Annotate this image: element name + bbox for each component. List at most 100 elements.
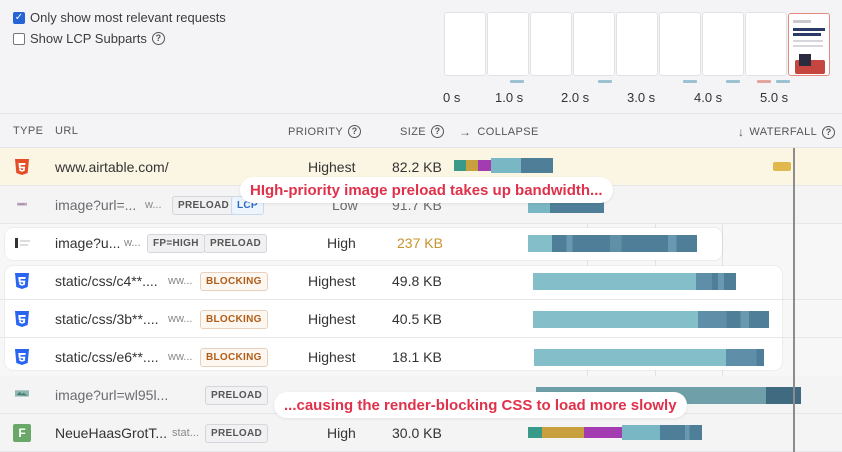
relevant-requests-label: Only show most relevant requests: [30, 10, 226, 25]
timeline-tick: [683, 80, 697, 83]
help-icon[interactable]: ?: [431, 125, 445, 138]
filmstrip-frame[interactable]: [487, 12, 529, 76]
table-header: TYPE URL PRIORITY ? SIZE ? → COLLAPSE ↓ …: [0, 113, 842, 148]
page-screenshot-frame[interactable]: [788, 13, 830, 76]
help-icon[interactable]: ?: [151, 32, 165, 45]
request-host-hint: ww...: [168, 275, 193, 287]
waterfall-bar-dns: [454, 160, 466, 171]
font-icon: F: [13, 424, 31, 442]
waterfall-bar-wait: [534, 349, 726, 366]
request-size: 40.5 KB: [392, 311, 442, 327]
request-url[interactable]: image?u...: [55, 235, 121, 251]
collapse-button[interactable]: → COLLAPSE: [459, 125, 539, 139]
timeline-tick: [598, 80, 612, 83]
filmstrip-frame[interactable]: [659, 12, 701, 76]
relevant-requests-checkbox[interactable]: ✓: [13, 11, 25, 24]
table-row[interactable]: static/css/c4**.... ww... BLOCKING Highe…: [0, 262, 842, 300]
relevant-requests-option[interactable]: ✓ Only show most relevant requests: [13, 10, 226, 25]
request-url[interactable]: static/css/e6**....: [55, 349, 159, 365]
priority-header-label: PRIORITY: [288, 125, 344, 138]
filmstrip-frame[interactable]: [616, 12, 658, 76]
waterfall-bar-ssl: [584, 427, 622, 438]
filter-panel: ✓ Only show most relevant requests Show …: [0, 0, 842, 113]
url-column-header[interactable]: URL: [55, 125, 79, 137]
type-column-header[interactable]: TYPE: [13, 125, 44, 137]
request-url[interactable]: www.airtable.com/: [55, 159, 169, 175]
waterfall-bar-download: [726, 349, 764, 366]
table-row[interactable]: F NeueHaasGrotT... stat... PRELOAD High …: [0, 414, 842, 452]
table-row[interactable]: static/css/e6**.... ww... BLOCKING Highe…: [0, 338, 842, 376]
request-priority: Highest: [308, 273, 356, 289]
filmstrip-frame[interactable]: [745, 12, 787, 76]
image-icon: [17, 202, 27, 206]
help-icon[interactable]: ?: [348, 125, 362, 138]
filmstrip-frame[interactable]: [530, 12, 572, 76]
waterfall-bar-download: [521, 158, 553, 173]
timeline-label: 1.0 s: [495, 90, 524, 105]
waterfall-column-header[interactable]: ↓ WATERFALL ?: [738, 125, 836, 139]
waterfall-bar-download: [696, 273, 736, 290]
lcp-marker: [773, 162, 791, 171]
table-row[interactable]: image?u... w... FP=HIGH PRELOAD High 237…: [0, 224, 842, 262]
arrow-right-icon: →: [459, 125, 472, 139]
request-url[interactable]: NeueHaasGrotT...: [55, 425, 168, 441]
waterfall-bar-download: [552, 235, 697, 252]
table-row[interactable]: www.airtable.com/ Highest 82.2 KB: [0, 148, 842, 186]
timeline-label: 5.0 s: [760, 90, 789, 105]
request-host-hint: w...: [145, 199, 162, 211]
waterfall-bar-wait: [491, 158, 521, 173]
request-host-hint: ww...: [168, 351, 193, 363]
collapse-label: COLLAPSE: [477, 126, 539, 138]
waterfall-bar-wait: [533, 273, 696, 290]
request-size: 18.1 KB: [392, 349, 442, 365]
timeline-label: 3.0 s: [627, 90, 656, 105]
arrow-down-icon: ↓: [738, 125, 745, 139]
request-priority: Highest: [308, 311, 356, 327]
preload-badge: PRELOAD: [172, 196, 235, 215]
timeline-tick: [776, 80, 790, 83]
waterfall-bar-download: [766, 387, 801, 404]
fp-high-badge: FP=HIGH: [147, 234, 205, 253]
request-url[interactable]: static/css/3b**....: [55, 311, 159, 327]
timeline-label: 4.0 s: [694, 90, 723, 105]
preload-badge: PRELOAD: [204, 234, 267, 253]
waterfall-bar-wait: [528, 235, 552, 252]
css-icon: [15, 311, 29, 327]
waterfall-bar-ssl: [478, 160, 491, 171]
html-icon: [15, 159, 29, 175]
help-icon[interactable]: ?: [822, 125, 836, 139]
waterfall-bar-dns: [528, 427, 542, 438]
lcp-subparts-checkbox[interactable]: [13, 32, 25, 45]
request-priority: High: [327, 425, 356, 441]
request-host-hint: ww...: [168, 313, 193, 325]
timeline-tick: [757, 80, 771, 83]
size-column-header[interactable]: SIZE ?: [400, 125, 445, 138]
lcp-subparts-label: Show LCP Subparts: [30, 31, 147, 46]
request-size: 30.0 KB: [392, 425, 442, 441]
request-url[interactable]: image?url=...: [55, 197, 137, 213]
request-url[interactable]: image?url=wl95l...: [55, 387, 169, 403]
timeline-tick: [726, 80, 740, 83]
callout-bandwidth: HIgh-priority image preload takes up ban…: [240, 177, 613, 203]
filmstrip-frame[interactable]: [702, 12, 744, 76]
css-icon: [15, 349, 29, 365]
request-size: 49.8 KB: [392, 273, 442, 289]
preload-badge: PRELOAD: [205, 424, 268, 443]
image-icon: [15, 390, 29, 397]
filmstrip-frame[interactable]: [444, 12, 486, 76]
blocking-badge: BLOCKING: [200, 348, 268, 367]
filmstrip-frame[interactable]: [573, 12, 615, 76]
waterfall-bar-download: [660, 425, 702, 440]
table-row[interactable]: static/css/3b**.... ww... BLOCKING Highe…: [0, 300, 842, 338]
preload-badge: PRELOAD: [205, 386, 268, 405]
blocking-badge: BLOCKING: [200, 310, 268, 329]
waterfall-bar-connect: [466, 160, 478, 171]
request-priority: Highest: [308, 159, 356, 175]
waterfall-bar-wait: [622, 425, 660, 440]
request-url[interactable]: static/css/c4**....: [55, 273, 158, 289]
lcp-subparts-option[interactable]: Show LCP Subparts ?: [13, 31, 165, 46]
request-host-hint: stat...: [172, 427, 199, 439]
priority-column-header[interactable]: PRIORITY ?: [288, 125, 362, 138]
css-icon: [15, 273, 29, 289]
load-marker-line: [793, 148, 795, 452]
